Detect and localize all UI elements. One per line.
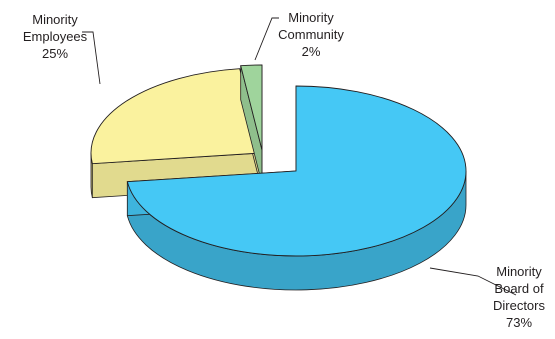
slice-0-label-line-0: Minority bbox=[496, 264, 542, 279]
slice-2-percent: 2% bbox=[302, 44, 321, 59]
slice-labels: Minority Board of Directors 73% Minority Empl… bbox=[23, 10, 546, 330]
slice-2 bbox=[240, 64, 263, 185]
slice-0 bbox=[126, 85, 467, 291]
slice-1-percent: 25% bbox=[42, 46, 68, 61]
slice-1-top bbox=[90, 68, 262, 165]
slice-1-label-line-0: Minority bbox=[32, 12, 78, 27]
slice-0-label-line-1: Board of bbox=[494, 281, 544, 296]
slice-0-percent: 73% bbox=[506, 315, 532, 330]
slice-0-top bbox=[126, 85, 467, 257]
slice-1-leader bbox=[82, 31, 101, 85]
slice-2-label-line-0: Minority bbox=[288, 10, 334, 25]
slice-1-label-line-1: Employees bbox=[23, 29, 88, 44]
slice-2-label-line-1: Community bbox=[278, 27, 344, 42]
leader-lines bbox=[82, 17, 517, 296]
slice-0-leader bbox=[429, 267, 517, 296]
slice-2-top bbox=[240, 64, 263, 151]
pie-slices bbox=[90, 64, 467, 291]
slice-2-leader bbox=[254, 17, 279, 61]
slice-0-label-line-2: Directors bbox=[493, 298, 546, 313]
